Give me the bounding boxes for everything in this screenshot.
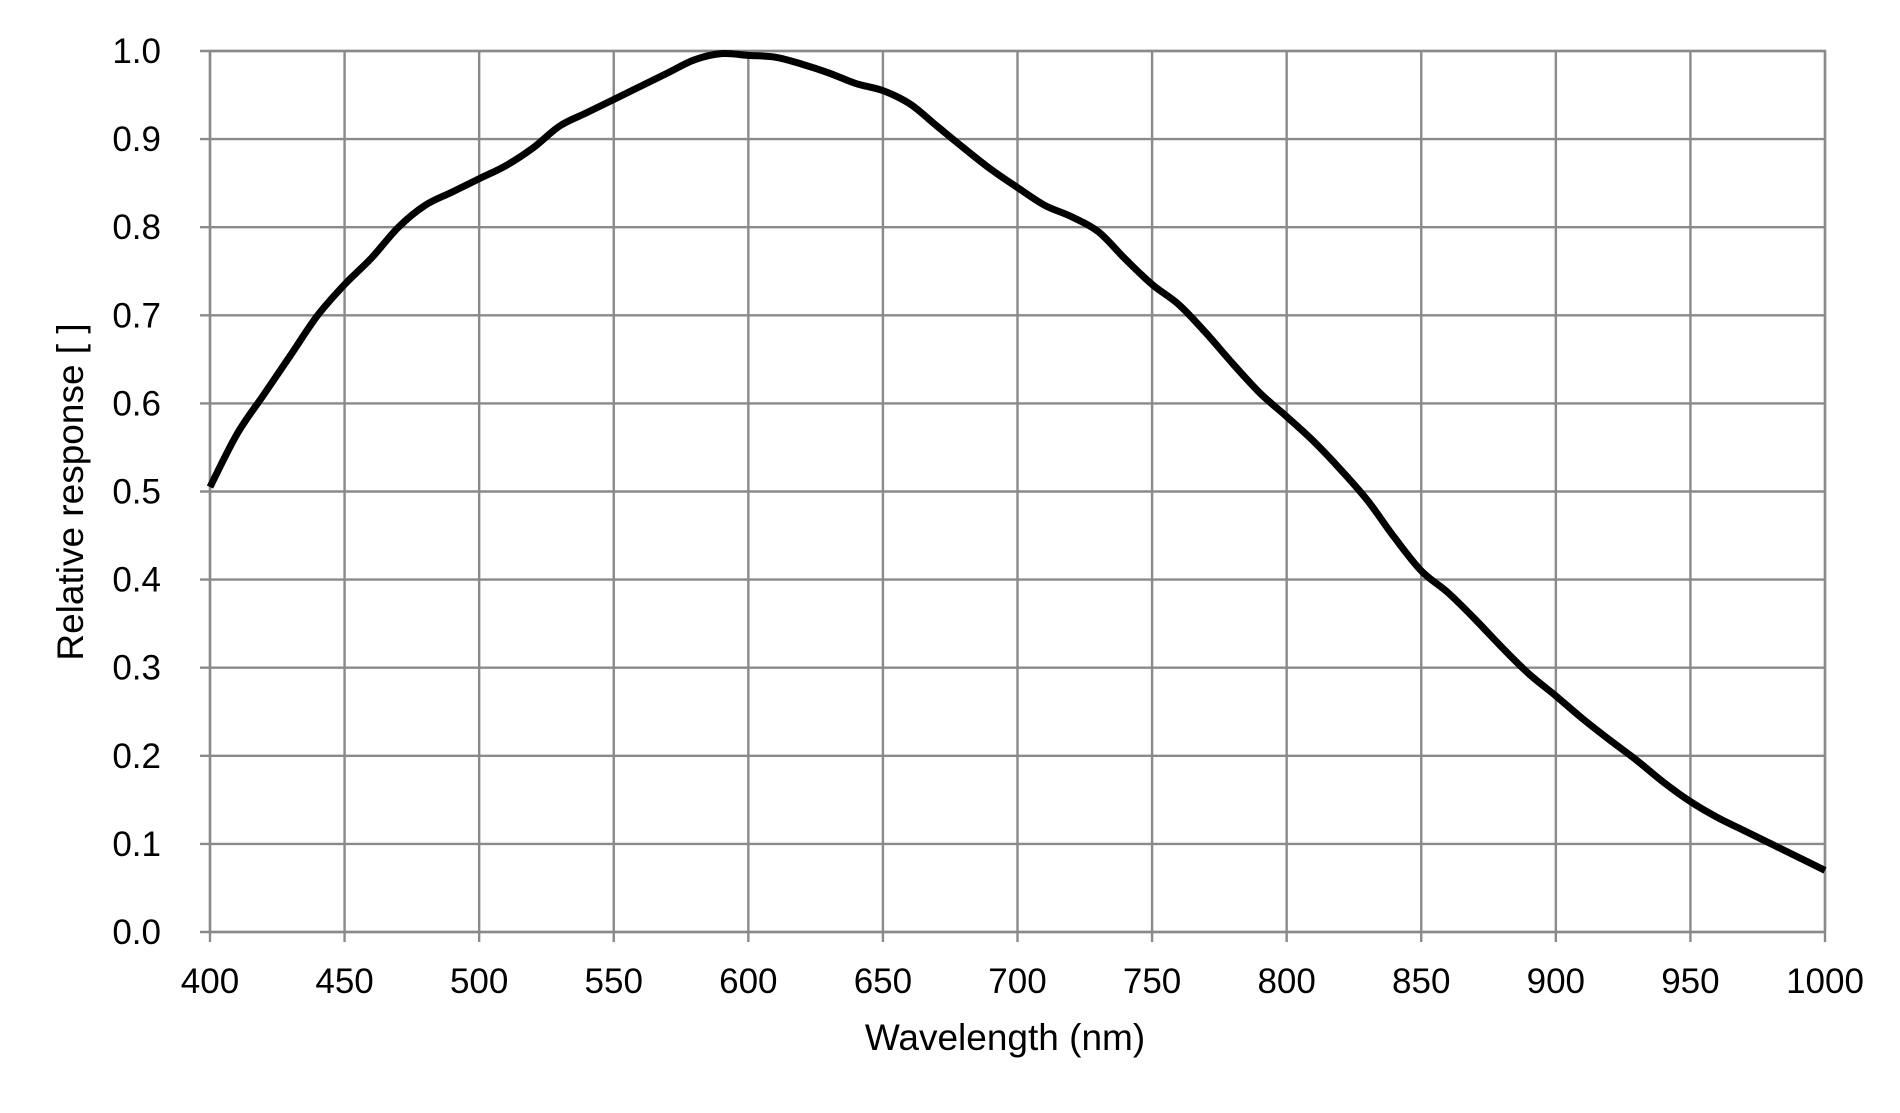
series-line-0 xyxy=(206,49,1827,874)
grid xyxy=(200,49,1827,942)
axis-ticks: 400 450 500 550 600 650 700 750 800 850 900 950 1000… xyxy=(112,32,1864,1001)
x-tick-label: 950 xyxy=(1661,962,1719,1001)
y-tick-label: 0.6 xyxy=(112,384,161,423)
x-axis-title: Wavelength (nm) xyxy=(865,1017,1145,1058)
y-tick-label: 0.4 xyxy=(112,561,161,600)
x-tick-label: 800 xyxy=(1257,962,1315,1001)
x-tick-label: 750 xyxy=(1123,962,1181,1001)
x-tick-label: 650 xyxy=(854,962,912,1001)
y-tick-label: 0.2 xyxy=(112,737,161,776)
x-tick-label: 400 xyxy=(181,962,239,1001)
x-tick-label: 1000 xyxy=(1786,962,1864,1001)
series-layer xyxy=(206,49,1827,874)
x-tick-label: 550 xyxy=(585,962,643,1001)
y-tick-label: 0.3 xyxy=(112,649,161,688)
x-tick-label: 600 xyxy=(719,962,777,1001)
y-tick-label: 0.7 xyxy=(112,296,161,335)
x-tick-label: 450 xyxy=(315,962,373,1001)
y-tick-label: 0.9 xyxy=(112,120,161,159)
x-tick-label: 850 xyxy=(1392,962,1450,1001)
y-tick-label: 0.1 xyxy=(112,825,161,864)
y-tick-label: 0.8 xyxy=(112,208,161,247)
plot-area-border xyxy=(208,49,1827,934)
y-tick-label: 0.0 xyxy=(112,913,161,952)
y-tick-label: 1.0 xyxy=(112,32,161,71)
x-tick-label: 500 xyxy=(450,962,508,1001)
y-axis-title: Relative response [ ] xyxy=(50,323,91,660)
x-tick-label: 900 xyxy=(1527,962,1585,1001)
x-tick-label: 700 xyxy=(988,962,1046,1001)
y-tick-label: 0.5 xyxy=(112,473,161,512)
